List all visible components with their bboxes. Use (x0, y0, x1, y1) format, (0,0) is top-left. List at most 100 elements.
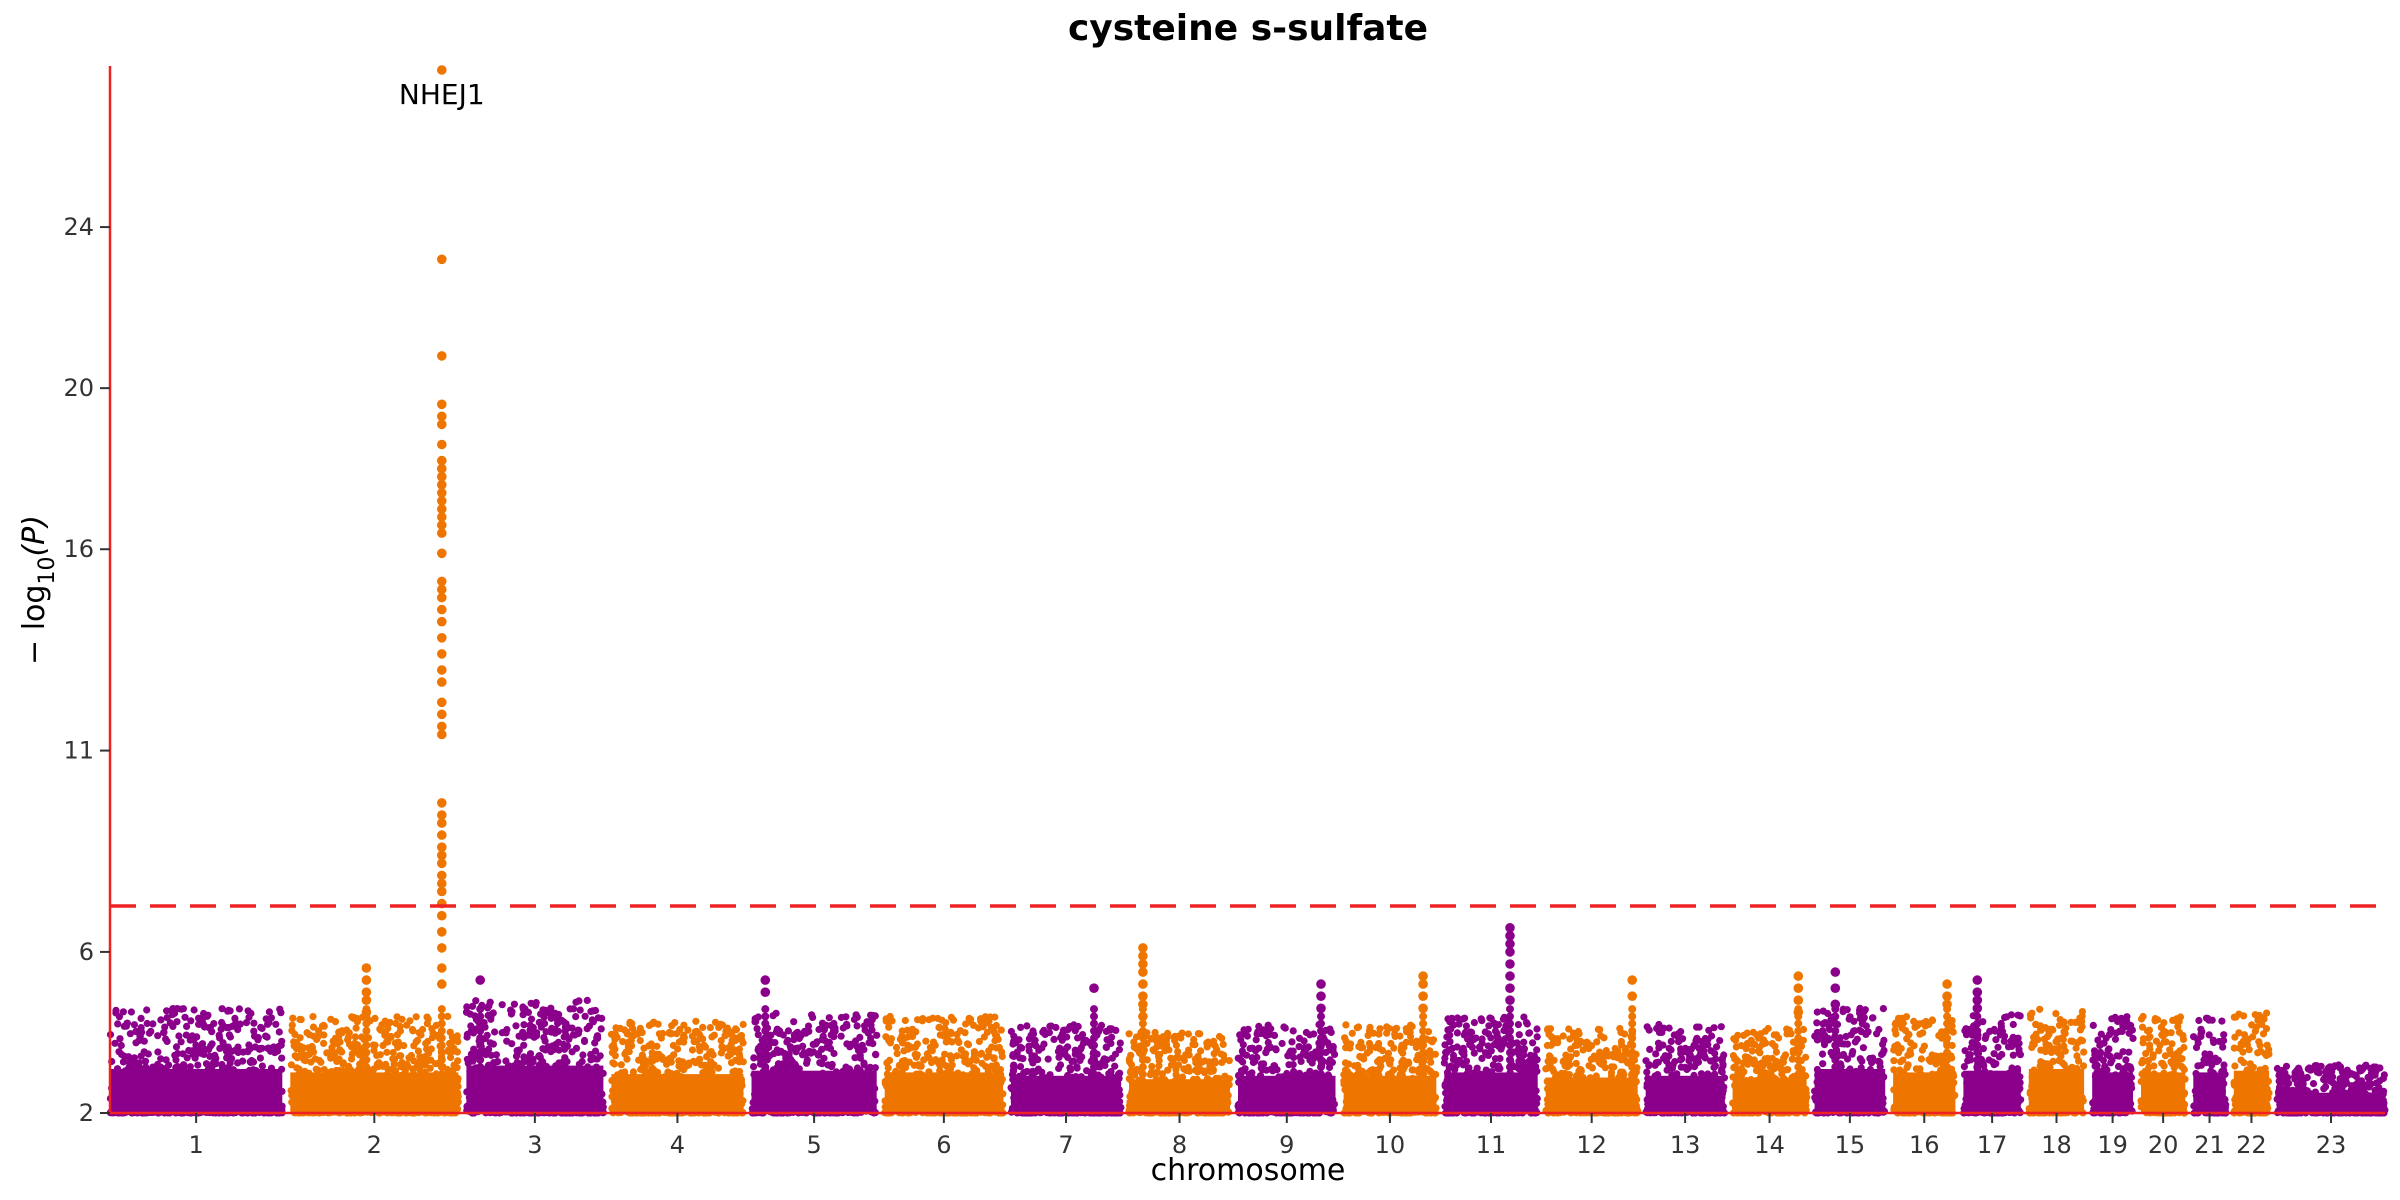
data-point (1193, 1065, 1201, 1073)
data-point (141, 1057, 150, 1065)
data-point (1170, 1033, 1178, 1041)
data-point (1182, 1051, 1190, 1059)
data-point (119, 1058, 127, 1066)
data-point (510, 1000, 518, 1008)
data-point (293, 1039, 301, 1047)
data-point (636, 1037, 644, 1045)
data-point (427, 1056, 435, 1064)
data-point (1031, 1036, 1039, 1044)
data-point (383, 1048, 391, 1056)
data-point (645, 1021, 654, 1030)
chart-title: cysteine s-sulfate (1068, 8, 1428, 49)
data-point (320, 1039, 328, 1047)
data-point (665, 1055, 674, 1063)
data-point (162, 1056, 170, 1064)
data-point (377, 1061, 385, 1069)
data-point (331, 1018, 340, 1026)
data-point (520, 1033, 528, 1041)
data-point (186, 1063, 194, 1071)
data-point (1055, 1064, 1063, 1073)
data-point (258, 1062, 266, 1070)
data-point (162, 1035, 170, 1043)
data-point (1075, 1049, 1083, 1058)
data-point (423, 1045, 431, 1053)
data-point (235, 1005, 243, 1013)
data-point (1052, 1023, 1060, 1032)
data-point (782, 1054, 790, 1062)
data-point (278, 1054, 286, 1062)
data-point (623, 1055, 631, 1063)
data-point (463, 1030, 471, 1038)
data-point (191, 1054, 199, 1062)
data-point (1154, 1034, 1162, 1042)
data-point (386, 1018, 394, 1027)
data-point (1163, 1033, 1171, 1042)
data-point (1025, 1047, 1033, 1055)
data-point (262, 1032, 270, 1040)
data-point (527, 999, 535, 1007)
data-point (1066, 1064, 1074, 1072)
data-point (352, 1024, 360, 1032)
data-point (202, 1060, 211, 1068)
data-point (928, 1059, 936, 1067)
data-point (483, 1031, 491, 1039)
data-point (555, 1010, 563, 1019)
data-point (114, 1020, 122, 1028)
data-point (208, 1040, 216, 1048)
data-point (568, 1048, 576, 1056)
data-point (785, 1063, 793, 1071)
data-point (639, 1063, 647, 1071)
data-point (526, 1052, 534, 1060)
data-point (502, 1057, 510, 1065)
data-point (486, 998, 494, 1006)
data-point (697, 1034, 705, 1042)
data-point (179, 1005, 187, 1013)
data-point (226, 1033, 234, 1041)
data-point (624, 1047, 633, 1055)
data-point (147, 1027, 155, 1035)
data-point (250, 1019, 258, 1027)
data-point (454, 1057, 462, 1065)
data-point (188, 1032, 196, 1040)
data-point (1027, 1068, 1035, 1076)
data-point (154, 1048, 162, 1056)
data-point (639, 1054, 647, 1062)
data-point (609, 1059, 617, 1067)
data-point (626, 1018, 634, 1026)
chromosome-points-6 (881, 1012, 1007, 1117)
data-point (676, 1026, 684, 1034)
data-point (893, 1050, 901, 1058)
data-point (583, 996, 591, 1005)
data-point (234, 1048, 242, 1057)
data-point (1211, 1057, 1219, 1065)
data-point (293, 1064, 301, 1072)
data-point (667, 1030, 675, 1038)
data-point (688, 1046, 697, 1054)
data-point (690, 1057, 698, 1065)
data-point (581, 1012, 589, 1020)
data-point (472, 997, 480, 1005)
data-point (423, 1013, 431, 1021)
data-point (378, 1021, 386, 1029)
data-point (790, 1031, 798, 1039)
data-point (750, 1063, 758, 1071)
data-point (169, 1022, 177, 1030)
data-point (1130, 1043, 1138, 1051)
data-point (554, 1027, 563, 1035)
data-point (828, 1060, 836, 1069)
data-point (318, 1022, 326, 1030)
data-point (421, 1061, 429, 1069)
data-point (208, 1028, 216, 1036)
data-point (126, 1030, 134, 1038)
dense-point-band (611, 1074, 744, 1113)
data-point (773, 1046, 781, 1054)
data-point (990, 1028, 998, 1036)
data-point (396, 1027, 404, 1035)
data-point (160, 1029, 168, 1037)
data-point (659, 1029, 667, 1038)
data-point (970, 1064, 978, 1072)
data-point (1115, 1046, 1123, 1054)
data-point (624, 1038, 632, 1046)
data-point (486, 1039, 494, 1047)
